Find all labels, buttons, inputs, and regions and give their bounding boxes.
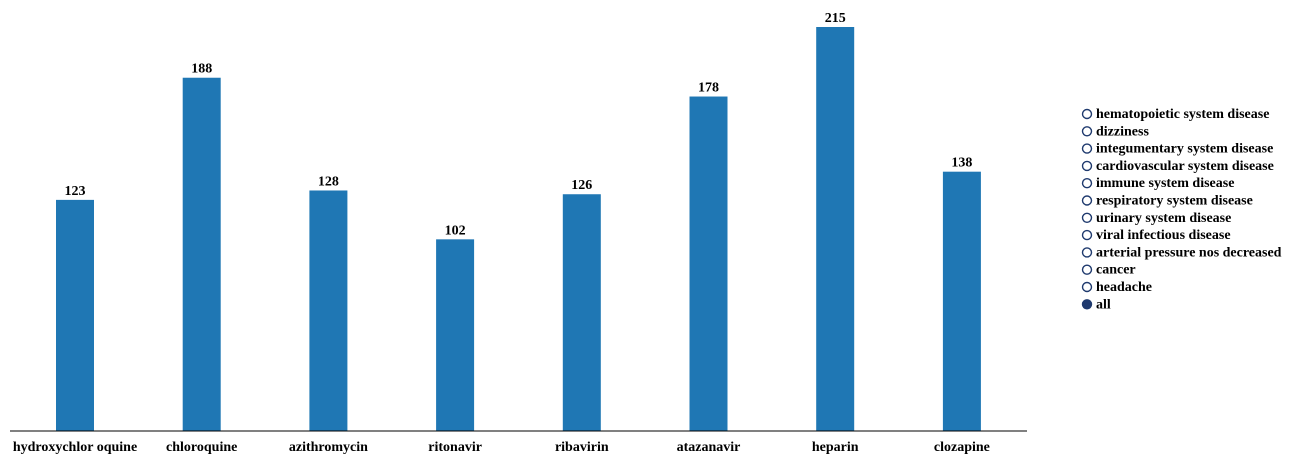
legend-label-5: respiratory system disease	[1096, 194, 1253, 209]
bar-1[interactable]	[182, 77, 221, 431]
legend-radio-icon[interactable]	[1081, 126, 1093, 137]
legend-radio-icon[interactable]	[1081, 108, 1093, 120]
legend-item-0[interactable]: hematopoietic system disease	[1081, 107, 1270, 122]
bar-7[interactable]	[942, 171, 981, 432]
legend-radio-icon[interactable]	[1081, 264, 1093, 275]
bar-value-label-4: 126	[571, 178, 592, 193]
legend-radio-icon[interactable]	[1081, 212, 1093, 224]
legend: hematopoietic system disease dizziness int…	[1081, 107, 1282, 312]
legend-label-4: immune system disease	[1096, 176, 1234, 191]
bar-value-label-3: 102	[445, 223, 466, 238]
bar-2[interactable]	[309, 190, 348, 431]
legend-label-10: headache	[1096, 280, 1152, 295]
legend-radio-icon[interactable]	[1081, 281, 1093, 293]
legend-radio-icon[interactable]	[1081, 177, 1093, 189]
bar-value-label-2: 128	[318, 174, 339, 189]
x-tick-label-0: hydroxychlor oquine	[13, 440, 137, 455]
legend-label-0: hematopoietic system disease	[1096, 107, 1269, 122]
x-tick-label-7: clozapine	[934, 440, 990, 455]
bar-3[interactable]	[436, 239, 475, 431]
legend-label-9: cancer	[1096, 263, 1136, 278]
bar-value-label-7: 138	[951, 156, 972, 171]
bar-4[interactable]	[562, 194, 601, 431]
legend-label-6: urinary system disease	[1096, 211, 1231, 226]
bars-group	[56, 27, 981, 432]
bar-value-label-5: 178	[698, 81, 719, 96]
legend-label-8: arterial pressure nos decreased	[1096, 245, 1282, 260]
x-tick-label-1: chloroquine	[166, 440, 237, 455]
legend-radio-icon[interactable]	[1081, 143, 1093, 154]
legend-label-2: integumentary system disease	[1096, 142, 1273, 157]
x-tick-label-2: azithromycin	[289, 440, 368, 455]
legend-radio-icon[interactable]	[1081, 229, 1093, 241]
bar-6[interactable]	[816, 27, 855, 431]
x-tick-label-4: ribavirin	[555, 440, 609, 455]
bar-5[interactable]	[689, 96, 728, 432]
legend-radio-icon[interactable]	[1081, 247, 1093, 258]
bar-value-label-1: 188	[191, 62, 212, 77]
legend-radio-icon[interactable]	[1081, 160, 1093, 172]
legend-item-8[interactable]: arterial pressure nos decreased	[1081, 245, 1282, 260]
legend-item-5[interactable]: respiratory system disease	[1081, 194, 1253, 209]
x-tick-label-3: ritonavir	[428, 440, 482, 455]
bar-value-label-6: 215	[825, 11, 846, 26]
legend-radio-icon[interactable]	[1081, 299, 1093, 310]
legend-radio-icon[interactable]	[1081, 195, 1093, 206]
x-tick-labels: hydroxychlor oquine chloroquine azithromyc…	[13, 440, 990, 455]
bar-labels-group: 123 188 128 102 126 178 215 138	[65, 11, 973, 238]
legend-item-6[interactable]: urinary system disease	[1081, 211, 1232, 226]
legend-item-9[interactable]: cancer	[1081, 263, 1136, 278]
legend-item-2[interactable]: integumentary system disease	[1081, 142, 1274, 157]
legend-item-3[interactable]: cardiovascular system disease	[1081, 159, 1274, 174]
legend-label-7: viral infectious disease	[1096, 228, 1231, 243]
legend-label-3: cardiovascular system disease	[1096, 159, 1274, 174]
legend-item-10[interactable]: headache	[1081, 280, 1153, 295]
bar-0[interactable]	[56, 199, 94, 431]
x-tick-label-6: heparin	[812, 440, 859, 455]
legend-item-7[interactable]: viral infectious disease	[1081, 228, 1231, 243]
legend-label-11: all	[1096, 297, 1111, 312]
legend-item-1[interactable]: dizziness	[1081, 124, 1150, 139]
legend-item-11[interactable]: all	[1081, 297, 1111, 312]
bar-value-label-0: 123	[65, 184, 86, 199]
legend-item-4[interactable]: immune system disease	[1081, 176, 1235, 191]
legend-label-1: dizziness	[1096, 124, 1149, 139]
x-tick-label-5: atazanavir	[677, 440, 741, 455]
